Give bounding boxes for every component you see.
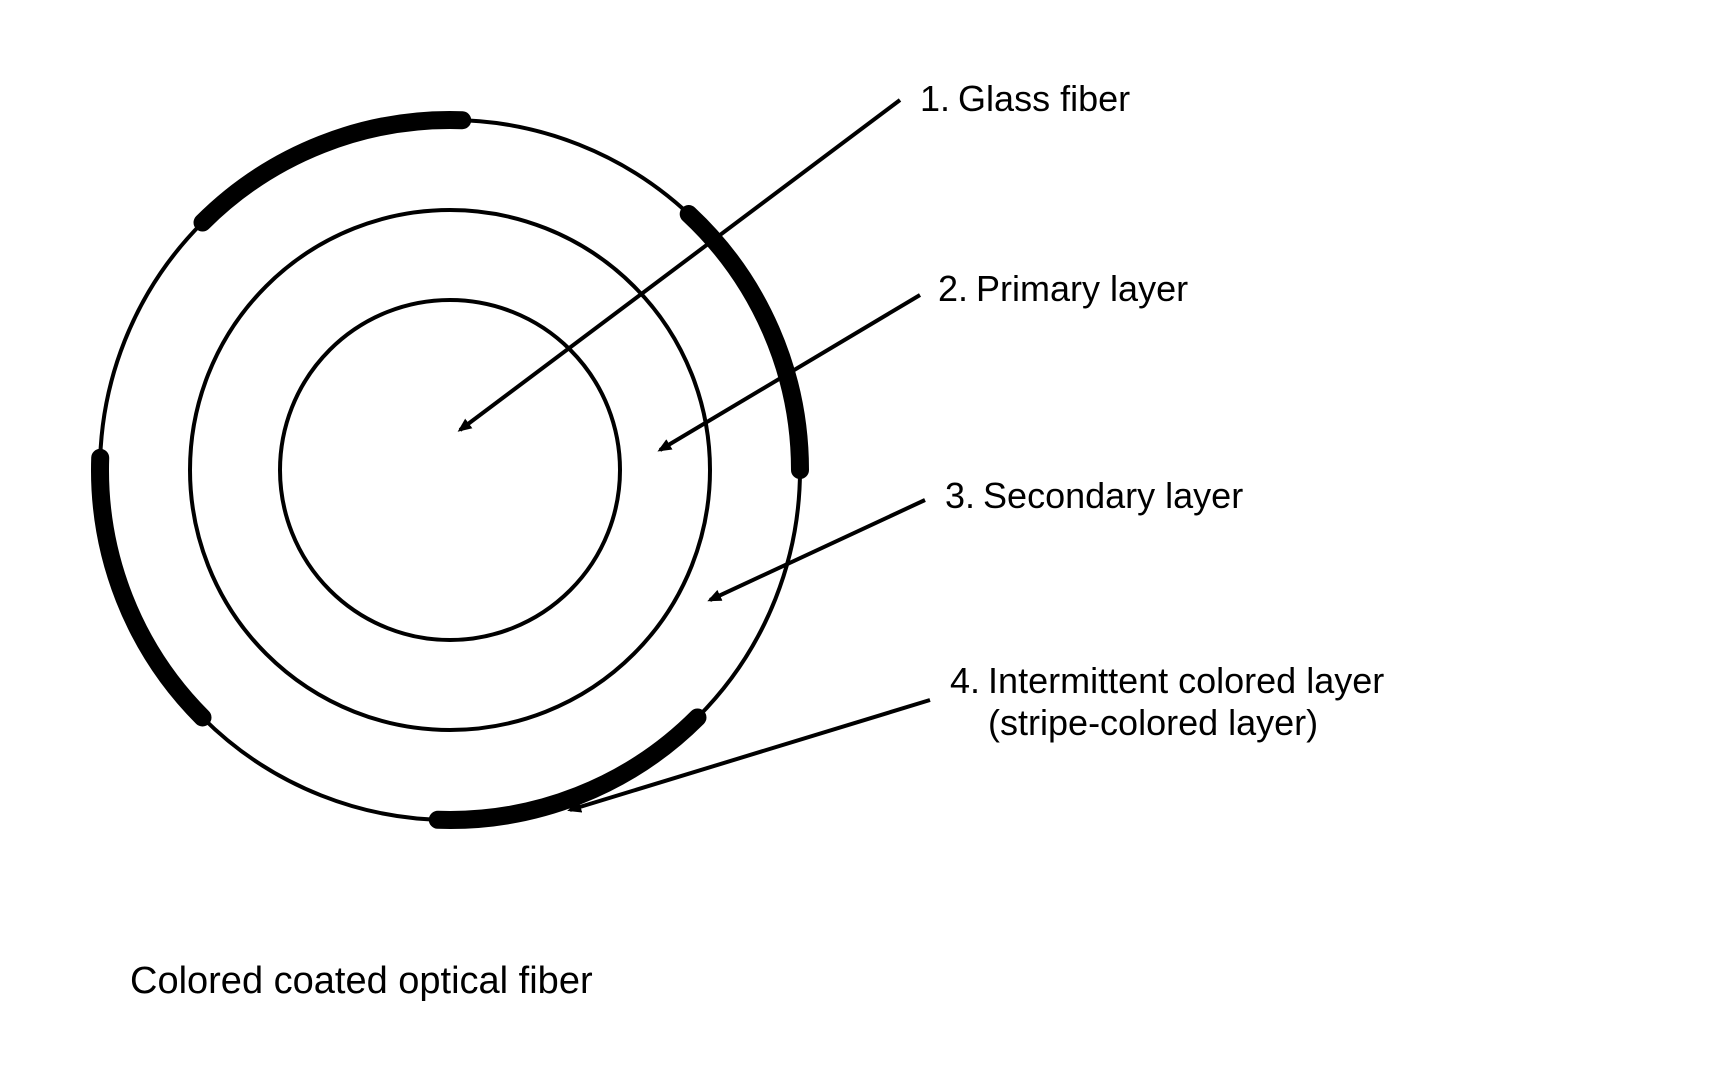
label-1: 1. Glass fiber bbox=[920, 78, 1130, 120]
label-2: 2. Primary layer bbox=[938, 268, 1188, 310]
label-2-text: Primary layer bbox=[976, 268, 1188, 310]
label-4-number: 4. bbox=[950, 660, 980, 702]
diagram-svg bbox=[0, 0, 1718, 1089]
label-2-number: 2. bbox=[938, 268, 968, 310]
label-3-text: Secondary layer bbox=[983, 475, 1243, 517]
label-4-text-line-1: Intermittent colored layer bbox=[988, 660, 1384, 702]
label-3: 3. Secondary layer bbox=[945, 475, 1243, 517]
fiber-diagram: 1. Glass fiber 2. Primary layer 3. Secon… bbox=[0, 0, 1718, 1089]
label-1-number: 1. bbox=[920, 78, 950, 120]
diagram-caption: Colored coated optical fiber bbox=[130, 960, 593, 1003]
label-4: 4. Intermittent colored layer (stripe-co… bbox=[950, 660, 1384, 744]
label-1-text: Glass fiber bbox=[958, 78, 1130, 120]
label-3-number: 3. bbox=[945, 475, 975, 517]
label-4-text-line-2: (stripe-colored layer) bbox=[988, 702, 1384, 744]
